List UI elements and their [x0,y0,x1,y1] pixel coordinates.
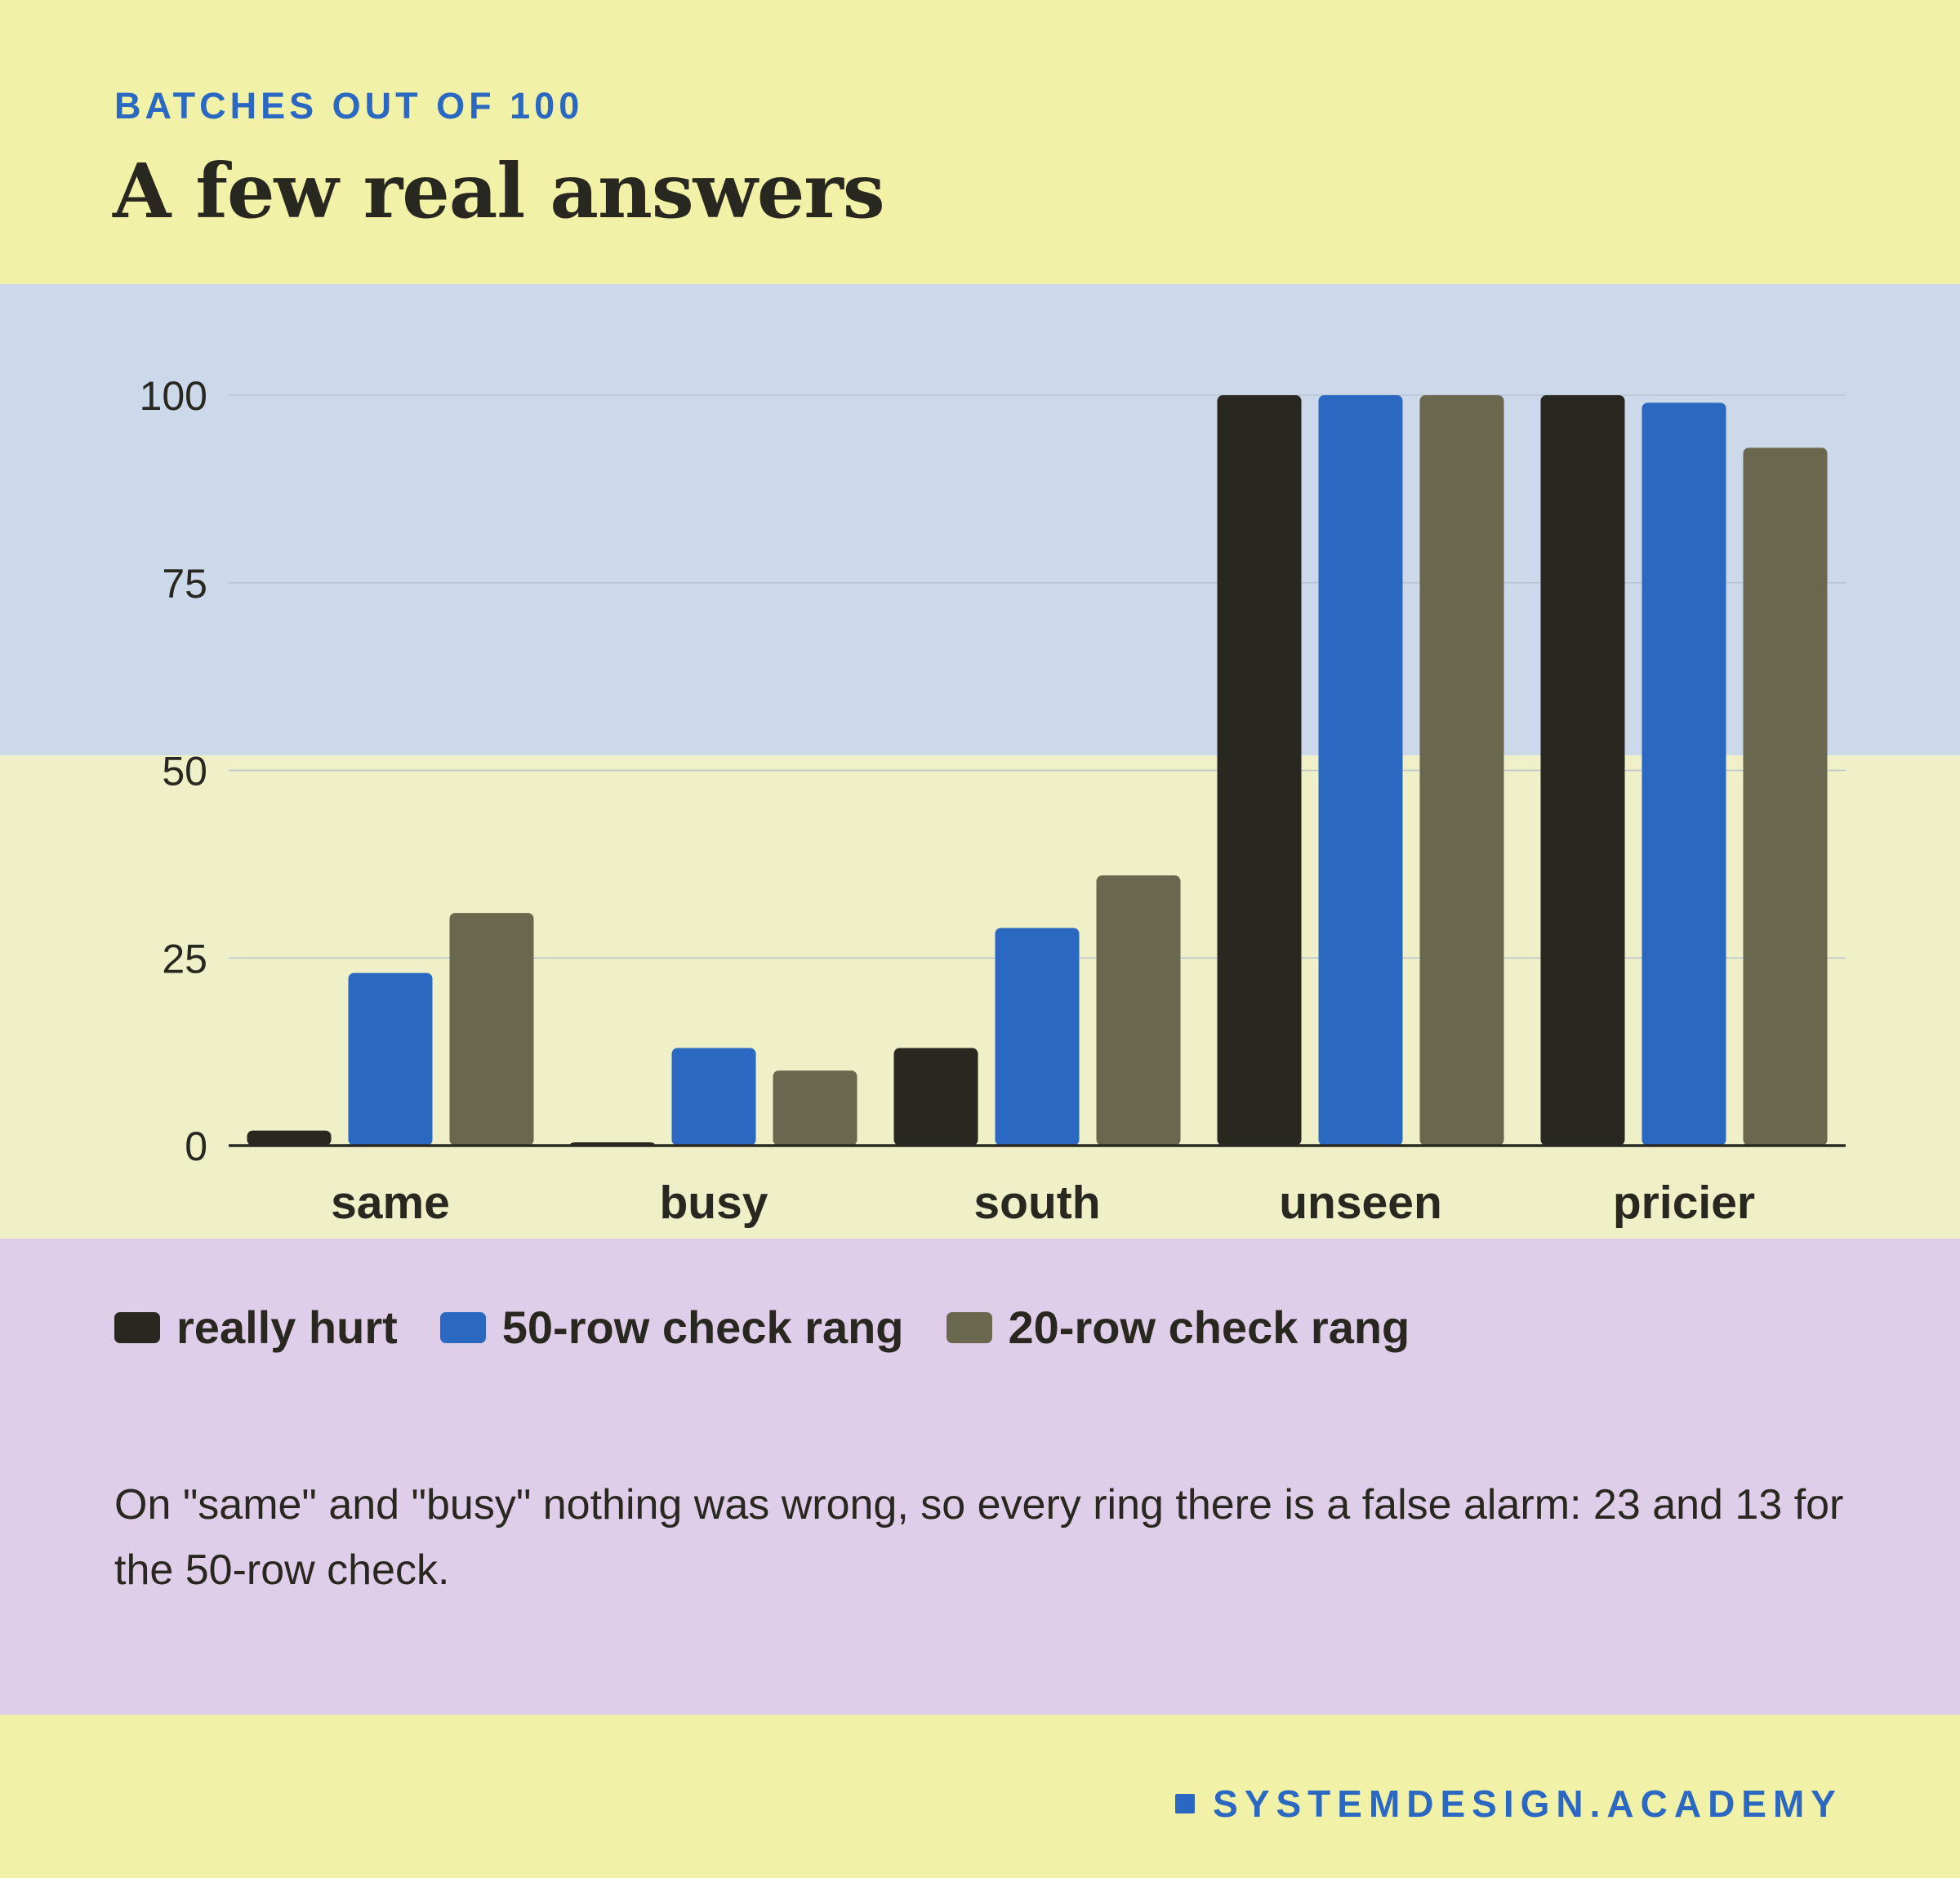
y-tick-label: 100 [140,373,207,419]
bar-chart: 0 25 50 75 100 same busy south unseen pricier [0,284,1960,1239]
chart-band-0 [0,284,1960,756]
x-tick-label: south [973,1177,1100,1229]
legend-panel: really hurt 50-row check rang 20-row che… [0,1239,1960,1715]
bar-unseen-3 [1419,395,1504,1146]
legend-swatch [114,1311,160,1343]
bar-south-1 [893,1048,978,1146]
eyebrow-label: BATCHES OUT OF 100 [114,85,584,127]
x-tick-label: same [331,1177,450,1229]
chart-area: 0 25 50 75 100 same busy south unseen pricier [0,284,1960,1239]
bar-same-2 [348,972,433,1146]
chart-title: A few real answers [113,147,885,235]
legend-swatch [946,1311,992,1343]
bar-busy-2 [671,1048,756,1146]
bar-unseen-1 [1217,395,1302,1146]
y-tick-label: 75 [162,561,207,607]
bar-south-3 [1096,875,1181,1146]
chart-band-1 [0,755,1960,1239]
footer: SYSTEMDESIGN.ACADEMY [0,1715,1960,1878]
legend-label: 50-row check rang [501,1302,904,1353]
x-tick-label: busy [659,1177,768,1229]
bar-pricier-1 [1540,395,1625,1146]
legend-item-really-hurt: really hurt [114,1301,398,1354]
bar-busy-3 [773,1070,858,1146]
bar-same-1 [247,1130,332,1146]
bar-pricier-3 [1743,447,1828,1146]
x-tick-label: pricier [1613,1177,1755,1229]
brand[interactable]: SYSTEMDESIGN.ACADEMY [1175,1782,1842,1826]
legend-label: 20-row check rang [1008,1302,1410,1353]
chart-legend: really hurt 50-row check rang 20-row che… [114,1301,1452,1354]
bar-pricier-2 [1642,403,1726,1146]
y-tick-label: 25 [162,936,207,981]
bar-unseen-2 [1318,395,1403,1146]
chart-caption: On "same" and "busy" nothing was wrong, … [114,1481,1844,1594]
y-tick-label: 50 [162,749,207,794]
legend-item-50-row-check: 50-row check rang [439,1301,904,1354]
legend-item-20-row-check: 20-row check rang [946,1301,1410,1354]
brand-name: SYSTEMDESIGN.ACADEMY [1213,1782,1842,1825]
y-tick-label: 0 [185,1124,207,1169]
header: BATCHES OUT OF 100 A few real answers [0,0,1960,284]
legend-swatch [439,1311,486,1343]
brand-square-icon [1175,1794,1196,1813]
bar-south-2 [995,928,1080,1146]
legend-label: really hurt [176,1302,398,1353]
bar-same-3 [449,913,534,1146]
x-tick-label: unseen [1279,1177,1442,1229]
